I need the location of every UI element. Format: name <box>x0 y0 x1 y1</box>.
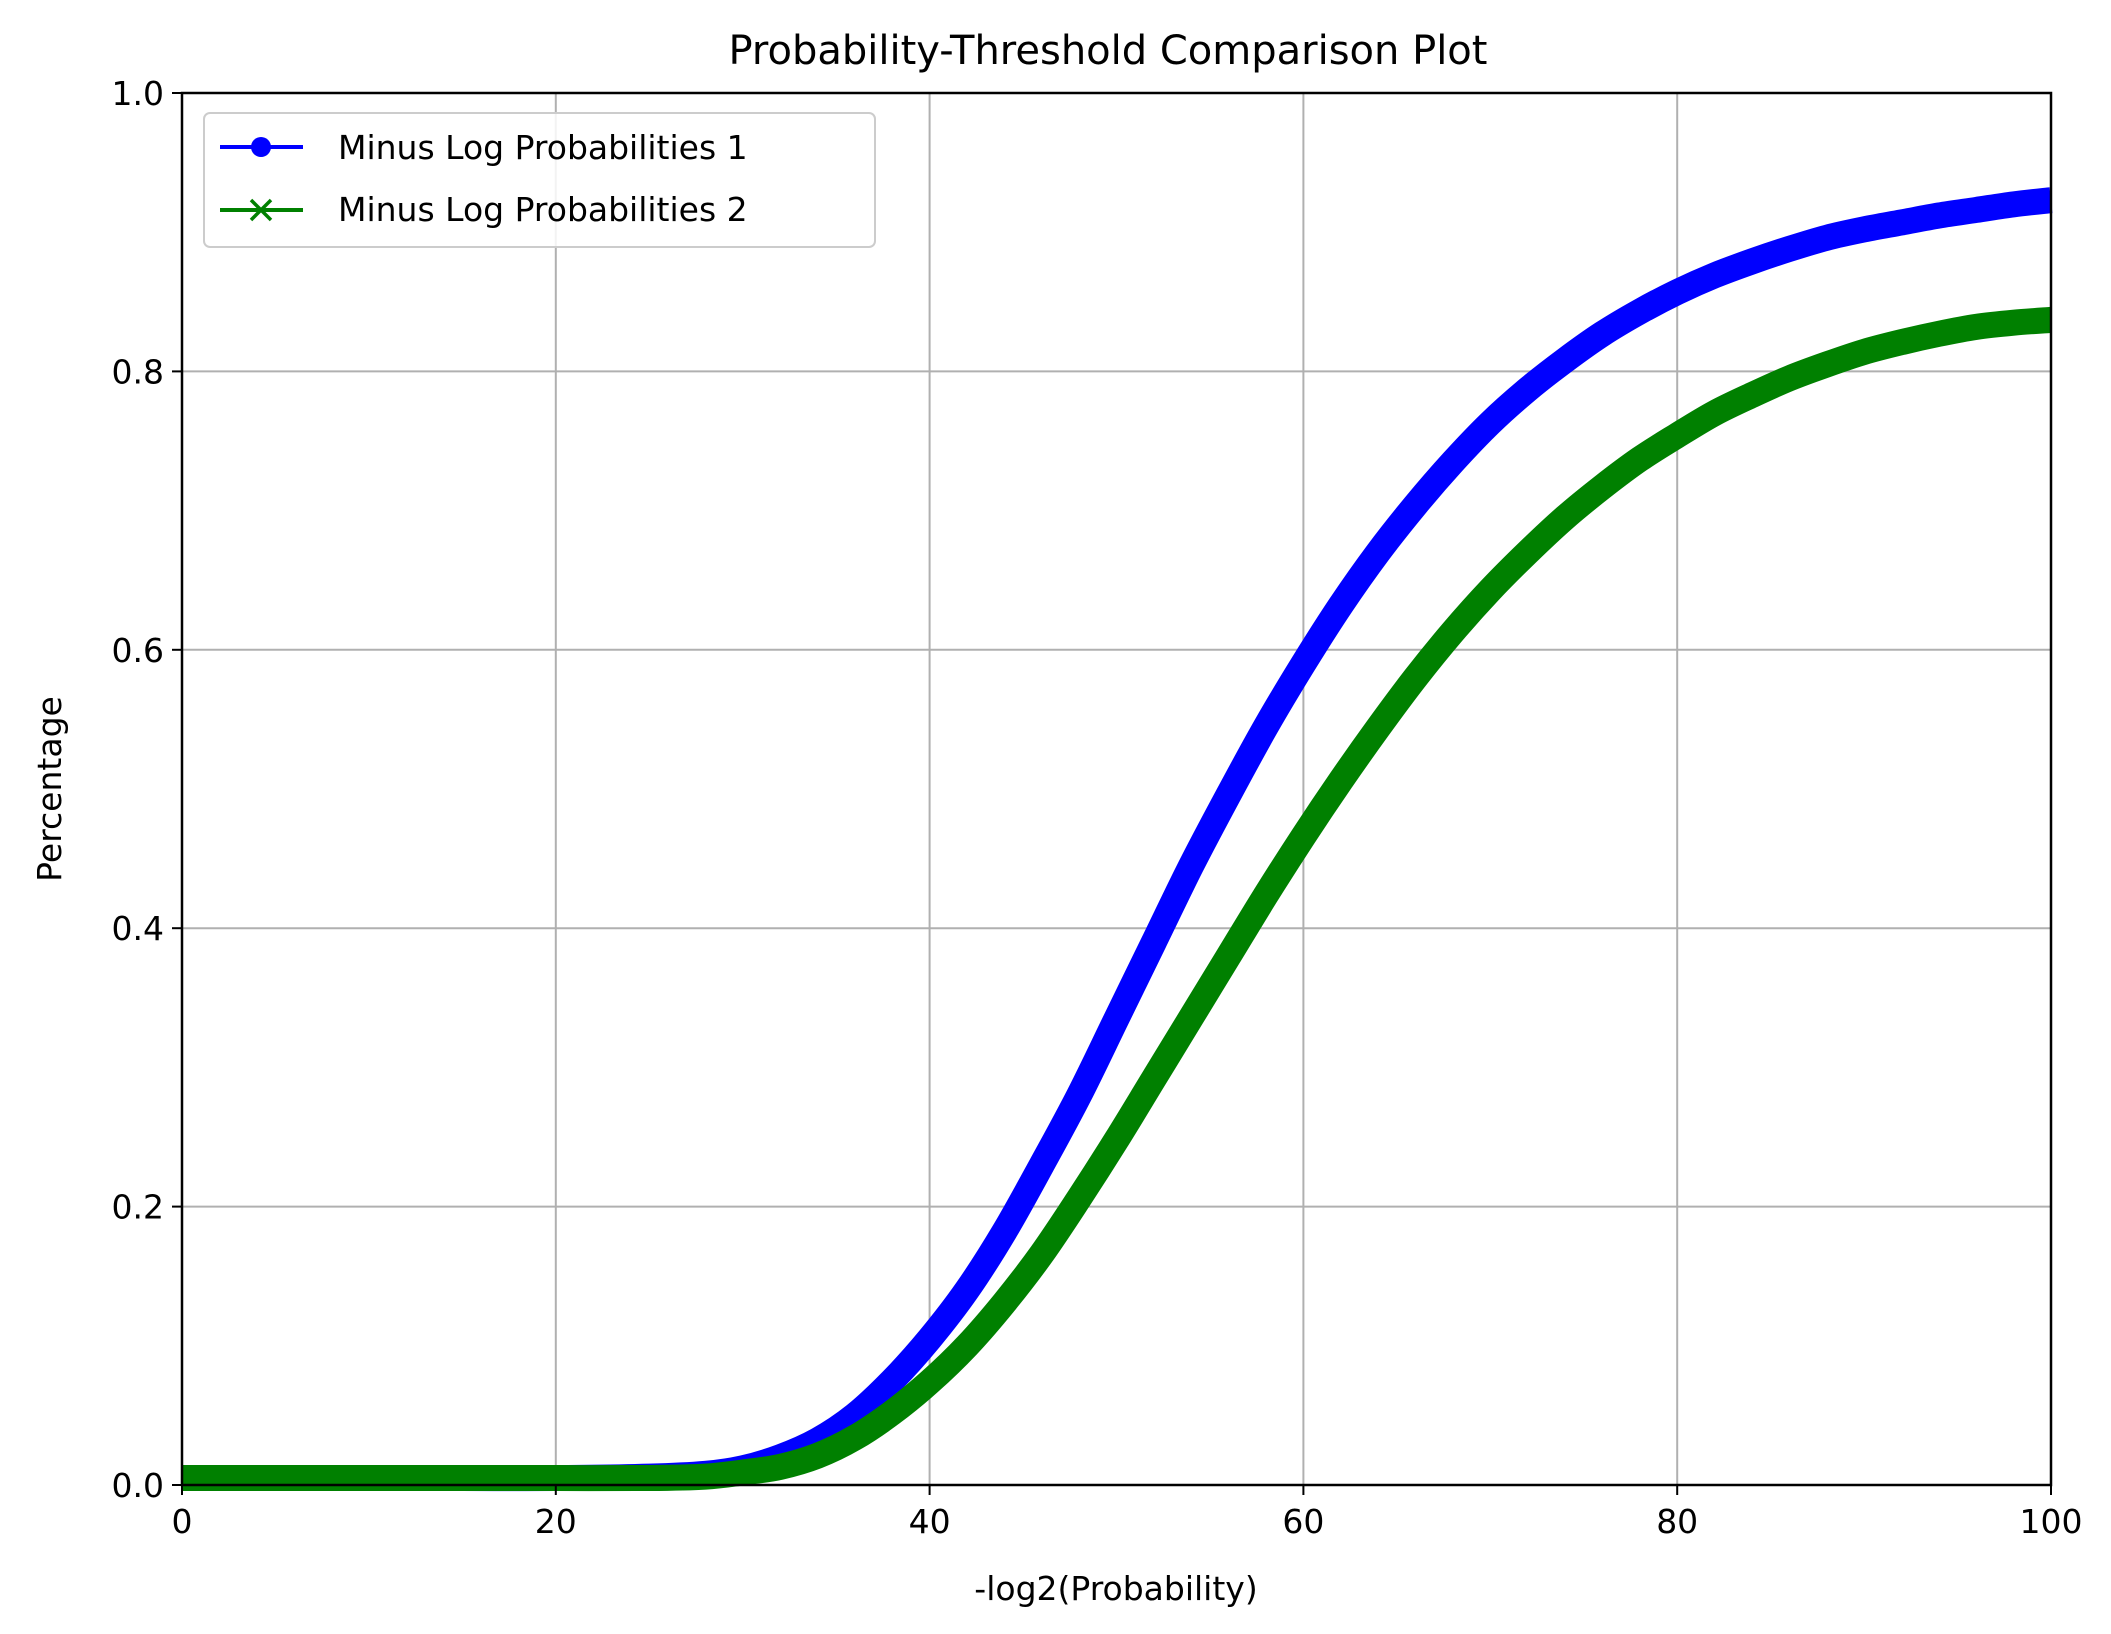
x-tick-label: 0 <box>172 1502 193 1541</box>
series-line-2 <box>181 306 2052 1492</box>
y-axis-ticks: 0.0 0.2 0.4 0.6 0.8 1.0 <box>112 74 182 1505</box>
x-tick-label: 100 <box>2020 1502 2083 1541</box>
x-axis-label: -log2(Probability) <box>974 1569 1257 1608</box>
y-tick-label: 0.2 <box>112 1188 164 1227</box>
y-tick-label: 0.0 <box>112 1466 164 1505</box>
plot-frame <box>180 91 2053 1487</box>
x-tick-label: 20 <box>535 1502 577 1541</box>
legend-label-series-1: Minus Log Probabilities 1 <box>338 128 748 167</box>
x-tick-label: 40 <box>909 1502 951 1541</box>
x-tick-label: 60 <box>1282 1502 1324 1541</box>
legend-marker-series-2 <box>249 198 273 222</box>
y-tick-label: 1.0 <box>112 74 164 113</box>
x-axis-ticks: 0 20 40 60 80 100 <box>172 1485 2083 1541</box>
legend-marker-series-1 <box>251 137 271 157</box>
x-tick-label: 80 <box>1656 1502 1698 1541</box>
chart-title: Probability-Threshold Comparison Plot <box>729 28 1488 74</box>
series-layer <box>181 187 2053 1492</box>
y-tick-label: 0.8 <box>112 352 164 391</box>
legend-label-series-2: Minus Log Probabilities 2 <box>338 190 748 229</box>
legend: Minus Log Probabilities 1 Minus Log Prob… <box>203 112 876 248</box>
y-tick-label: 0.4 <box>112 909 164 948</box>
legend-box <box>203 112 876 248</box>
y-axis-label: Percentage <box>30 696 69 882</box>
grid-lines <box>181 92 2052 1486</box>
y-tick-label: 0.6 <box>112 631 164 670</box>
